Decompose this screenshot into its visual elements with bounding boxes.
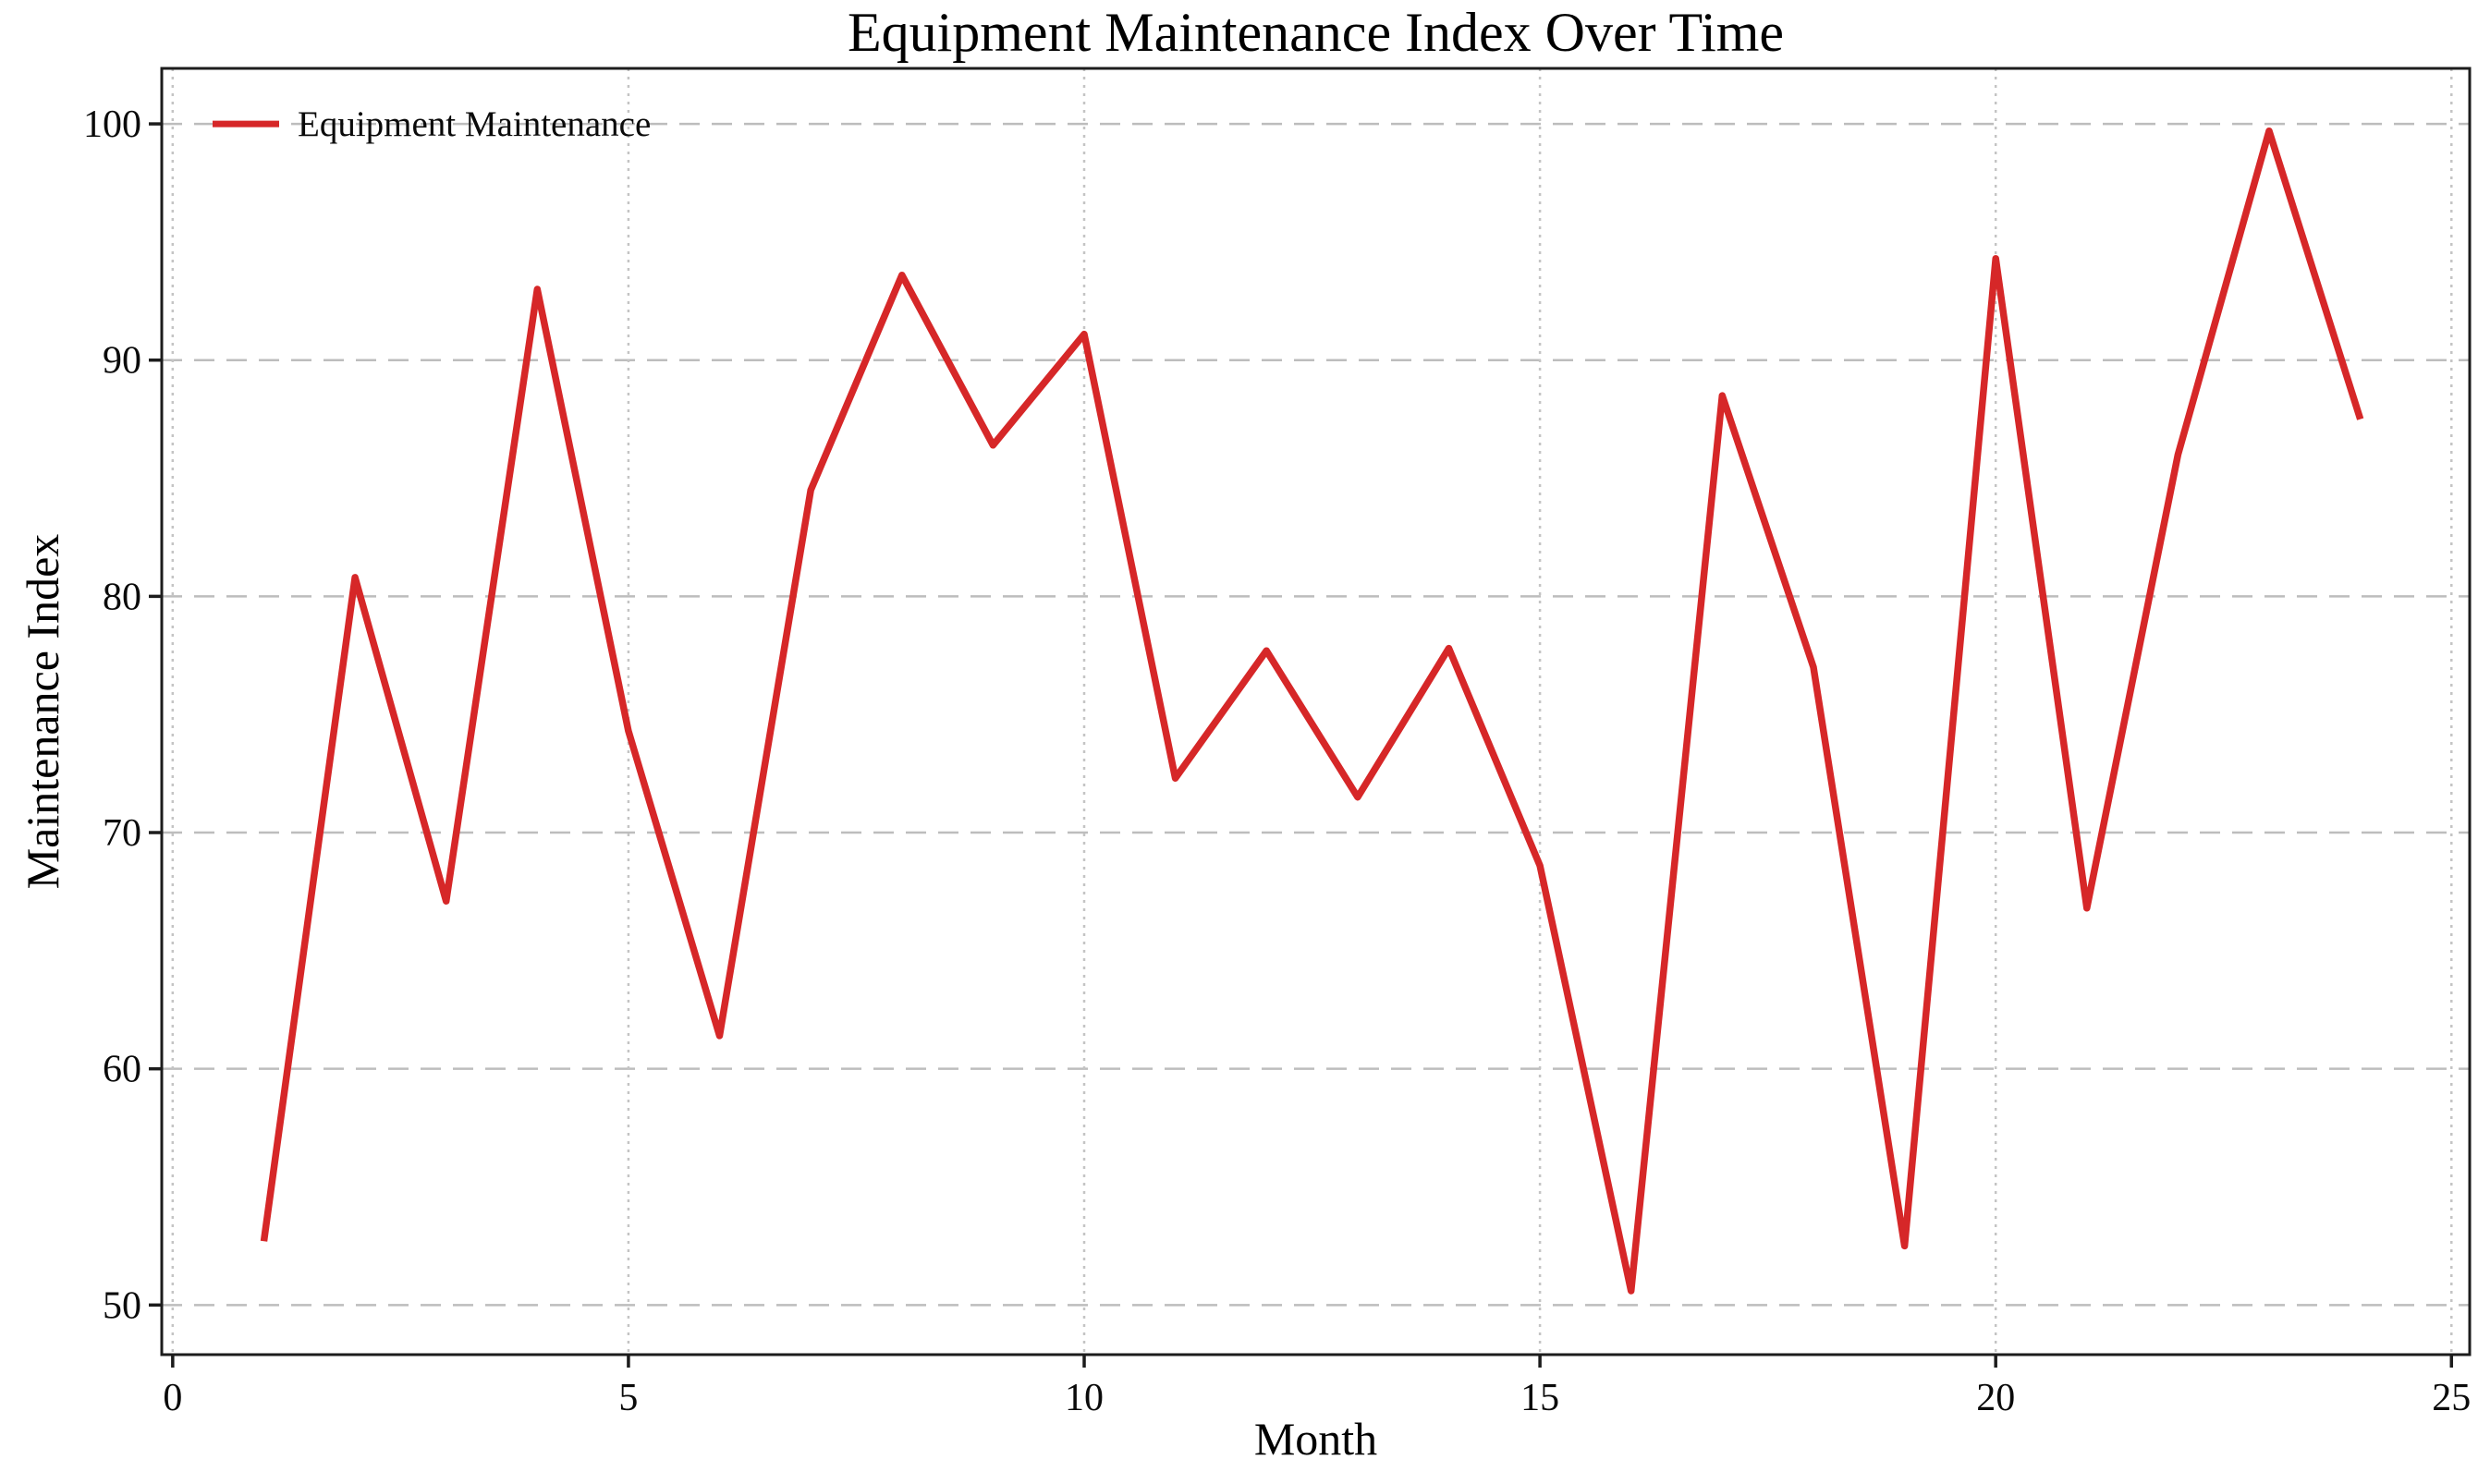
- x-tick-label: 0: [163, 1377, 182, 1419]
- y-tick-label: 100: [83, 103, 141, 146]
- chart-title: Equipment Maintenance Index Over Time: [847, 2, 1785, 63]
- series-line-equipment-maintenance: [260, 127, 2364, 1295]
- x-tick-label: 15: [1520, 1377, 1559, 1419]
- x-tick-label: 10: [1065, 1377, 1104, 1419]
- x-tick-label: 20: [1976, 1377, 2015, 1419]
- y-tick-label: 80: [103, 576, 141, 618]
- y-tick-label: 50: [103, 1284, 141, 1327]
- axis-spines: [160, 67, 2472, 1356]
- x-tick-label: 5: [618, 1377, 638, 1419]
- x-axis-label: Month: [1253, 1413, 1378, 1465]
- y-tick-label: 70: [103, 812, 141, 855]
- legend-label: Equipment Maintenance: [298, 104, 651, 144]
- x-tick-label: 25: [2432, 1377, 2471, 1419]
- y-tick-label: 90: [103, 340, 141, 383]
- y-tick-label: 60: [103, 1049, 141, 1091]
- y-axis-label: Maintenance Index: [17, 533, 68, 890]
